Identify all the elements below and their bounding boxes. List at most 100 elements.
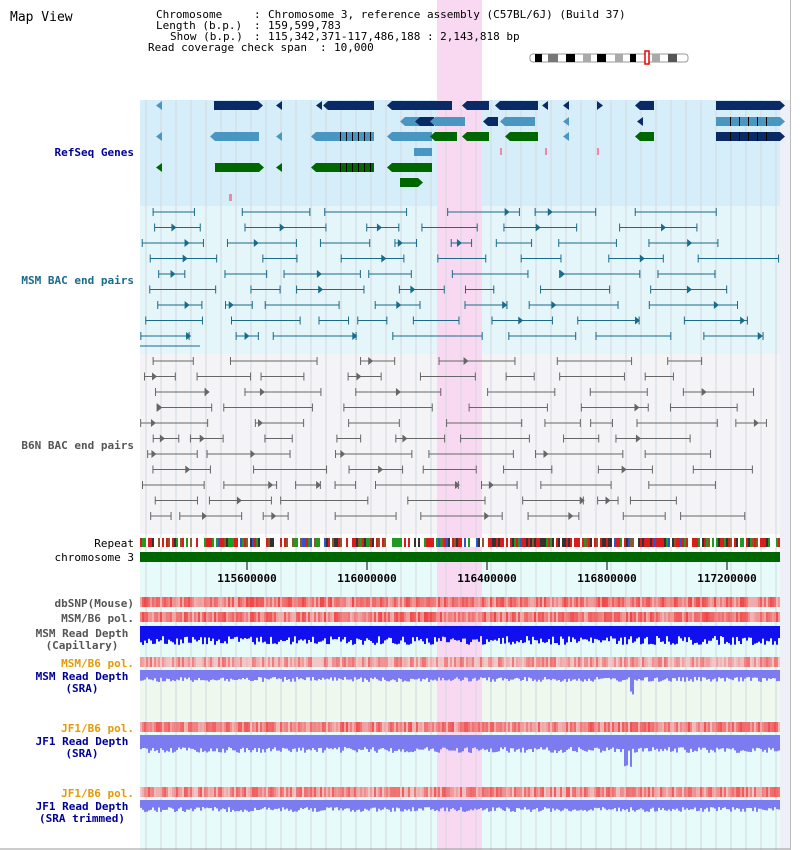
track-label-dbsnp[interactable]: dbSNP(Mouse)	[54, 597, 134, 610]
track-label-jf1-b6-pol-2[interactable]: JF1/B6 pol.	[61, 787, 134, 800]
read-depth-bar	[470, 670, 472, 682]
gene-feature[interactable]	[505, 117, 535, 126]
polymorphism-cell	[190, 657, 192, 667]
polymorphism-cell	[422, 787, 424, 797]
polymorphism-cell	[778, 612, 780, 622]
track-label-msm-depth-cap[interactable]: MSM Read Depth (Capillary)	[35, 627, 129, 652]
gene-feature[interactable]	[420, 117, 434, 126]
gene-feature[interactable]	[716, 101, 780, 110]
gene-arrow[interactable]	[542, 101, 548, 110]
gene-arrow[interactable]	[597, 101, 603, 110]
gene-feature[interactable]	[392, 163, 432, 172]
gene-feature[interactable]	[640, 101, 654, 110]
read-depth-bar	[622, 800, 624, 810]
polymorphism-cell	[450, 722, 452, 732]
polymorphism-cell	[400, 612, 402, 622]
polymorphism-cell	[678, 612, 680, 622]
gene-feature[interactable]	[467, 132, 489, 141]
polymorphism-cell	[146, 722, 148, 732]
track-label-msm-depth-sra[interactable]: MSM Read Depth (SRA)	[35, 670, 129, 695]
read-depth-bar	[476, 800, 478, 810]
exon-tick	[748, 132, 749, 141]
polymorphism-cell	[472, 597, 474, 607]
polymorphism-cell	[188, 722, 190, 732]
gene-arrow[interactable]	[276, 132, 282, 141]
polymorphism-cell	[184, 657, 186, 667]
read-depth-bar	[490, 800, 492, 812]
read-depth-bar	[568, 800, 570, 811]
polymorphism-cell	[584, 787, 586, 797]
read-depth-bar	[538, 735, 540, 749]
bac-arrow	[543, 450, 549, 458]
polymorphism-cell	[536, 787, 538, 797]
repeat-segment	[190, 538, 192, 547]
gene-feature[interactable]	[500, 101, 538, 110]
track-label-repeat[interactable]: Repeat	[94, 537, 134, 550]
track-label-msm-b6-pol[interactable]: MSM/B6 pol.	[61, 612, 134, 625]
polymorphism-cell	[580, 787, 582, 797]
polymorphism-cell	[192, 787, 194, 797]
track-label-chromosome[interactable]: chromosome 3	[54, 551, 134, 564]
polymorphism-cell	[266, 722, 268, 732]
gene-feature[interactable]	[215, 163, 259, 172]
ideogram-position-marker[interactable]	[644, 50, 650, 65]
gene-feature[interactable]	[214, 101, 258, 110]
gene-feature[interactable]	[510, 132, 538, 141]
read-depth-bar	[286, 670, 288, 680]
gene-arrow[interactable]	[156, 163, 162, 172]
read-depth-bar	[150, 670, 152, 680]
gene-feature[interactable]	[414, 148, 432, 156]
gene-feature[interactable]	[316, 132, 374, 141]
gene-arrow[interactable]	[316, 101, 322, 110]
gene-feature[interactable]	[640, 132, 654, 141]
gene-feature[interactable]	[316, 163, 374, 172]
gene-arrow[interactable]	[563, 117, 569, 126]
polymorphism-cell	[204, 597, 206, 607]
gene-arrow[interactable]	[563, 101, 569, 110]
gene-feature[interactable]	[435, 117, 465, 126]
track-label-msm-b6-pol-2[interactable]: MSM/B6 pol.	[61, 657, 134, 670]
read-depth-bar	[732, 800, 734, 808]
gene-arrow[interactable]	[276, 101, 282, 110]
selection-highlight[interactable]	[437, 0, 482, 850]
gene-arrow[interactable]	[637, 117, 643, 126]
gene-feature[interactable]	[400, 178, 418, 187]
read-depth-bar	[736, 626, 738, 637]
gene-feature[interactable]	[488, 117, 498, 126]
repeat-segment	[222, 538, 224, 547]
repeat-segment	[388, 538, 390, 547]
polymorphism-cell	[182, 657, 184, 667]
gene-arrow	[462, 101, 467, 110]
read-depth-bar	[554, 670, 556, 680]
read-depth-bar	[656, 800, 658, 812]
polymorphism-cell	[416, 787, 418, 797]
gene-feature[interactable]	[435, 132, 457, 141]
read-depth-bar	[764, 735, 766, 750]
read-depth-bar	[304, 800, 306, 809]
polymorphism-cell	[252, 612, 254, 622]
gene-feature[interactable]	[467, 101, 489, 110]
read-depth-bar	[546, 735, 548, 748]
gene-feature[interactable]	[215, 132, 259, 141]
track-label-msm-bac[interactable]: MSM BAC end pairs	[21, 274, 134, 287]
read-depth-bar	[140, 670, 142, 681]
gene-feature[interactable]	[392, 101, 452, 110]
track-label-refseq[interactable]: RefSeq Genes	[54, 146, 134, 159]
chromosome-bar[interactable]	[140, 552, 780, 562]
read-depth-bar	[360, 626, 362, 640]
track-label-jf1-trim[interactable]: JF1 Read Depth (SRA trimmed)	[35, 800, 129, 825]
gene-arrow[interactable]	[156, 101, 162, 110]
gene-arrow[interactable]	[563, 132, 569, 141]
gene-arrow[interactable]	[276, 163, 282, 172]
track-label-b6n-bac[interactable]: B6N BAC end pairs	[21, 439, 134, 452]
gene-arrow[interactable]	[156, 132, 162, 141]
polymorphism-cell	[438, 597, 440, 607]
polymorphism-cell	[174, 787, 176, 797]
read-depth-bar	[734, 670, 736, 678]
track-label-jf1-b6-pol[interactable]: JF1/B6 pol.	[61, 722, 134, 735]
repeat-segment	[216, 538, 218, 547]
gene-feature[interactable]	[328, 101, 374, 110]
gene-feature[interactable]	[392, 132, 432, 141]
repeat-segment	[272, 538, 274, 547]
track-label-jf1-depth[interactable]: JF1 Read Depth (SRA)	[35, 735, 129, 760]
